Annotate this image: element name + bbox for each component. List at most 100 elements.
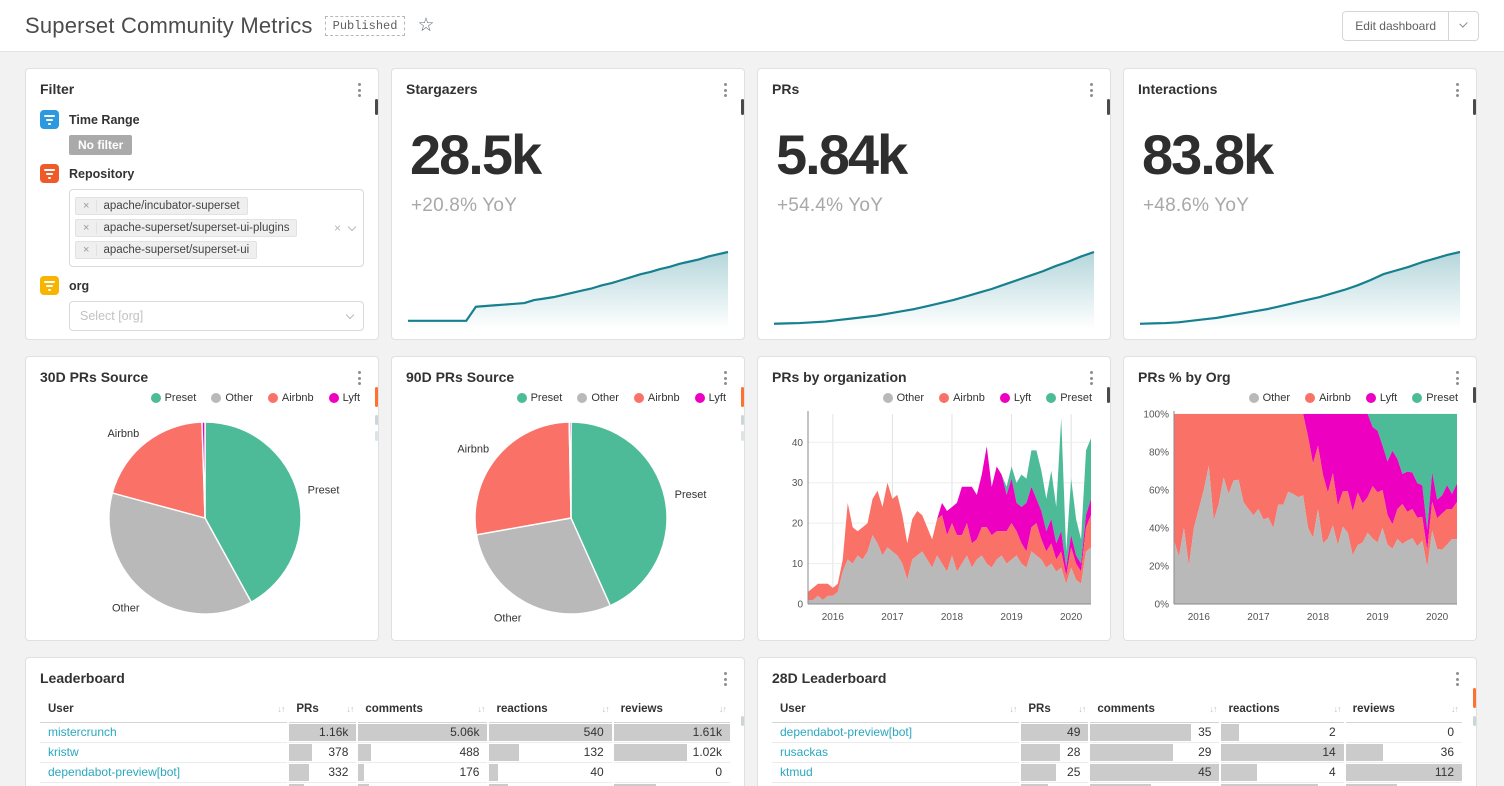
user-link[interactable]: dependabot-preview[bot]	[48, 765, 181, 779]
legend-item-preset[interactable]: Preset	[150, 392, 196, 404]
resize-handle[interactable]	[375, 387, 378, 407]
column-label: User	[780, 702, 806, 715]
chevron-down-icon[interactable]	[347, 222, 357, 231]
card-prs-pct-by-org: PRs % by Org Other Airbnb Lyft Preset 0% 20%…	[1123, 356, 1477, 641]
resize-handle[interactable]	[1107, 99, 1110, 115]
metric-cell: 21	[1088, 782, 1221, 786]
svg-text:Preset: Preset	[675, 489, 707, 501]
kebab-menu-icon[interactable]	[1453, 668, 1462, 690]
legend-dot	[1305, 393, 1316, 403]
resize-handle[interactable]	[741, 99, 744, 115]
user-link[interactable]: rusackas	[780, 745, 829, 759]
column-header-prs[interactable]: PRs ↓↑	[1020, 696, 1090, 723]
metric-cell: 35	[1088, 722, 1221, 743]
metric-cell: 1.16k	[287, 722, 358, 743]
remove-tag-icon[interactable]: ×	[76, 244, 98, 256]
legend-item-lyft[interactable]: Lyft	[328, 392, 360, 404]
resize-handle[interactable]	[1473, 387, 1476, 403]
kebab-menu-icon[interactable]	[1087, 367, 1096, 389]
remove-tag-icon[interactable]: ×	[76, 200, 98, 212]
filter-funnel-icon[interactable]	[40, 164, 59, 183]
column-header-comments[interactable]: comments ↓↑	[357, 696, 489, 723]
repository-multiselect[interactable]: × apache/incubator-superset × apache-supers…	[69, 189, 364, 267]
user-link[interactable]: dependabot-preview[bot]	[780, 725, 913, 739]
cell-bar	[290, 723, 357, 741]
remove-tag-icon[interactable]: ×	[76, 222, 98, 234]
sort-icon: ↓↑	[277, 703, 285, 714]
user-link[interactable]: mistercrunch	[48, 725, 117, 739]
svg-text:60%: 60%	[1149, 486, 1169, 497]
legend-label: Preset	[530, 392, 563, 404]
resize-handle[interactable]	[1473, 99, 1476, 115]
metric-cell: 4	[1219, 762, 1345, 783]
legend-item-airbnb[interactable]: Airbnb	[939, 392, 985, 404]
legend-item-preset[interactable]: Preset	[1046, 392, 1092, 404]
published-badge[interactable]: Published	[324, 15, 406, 36]
column-header-reactions[interactable]: reactions ↓↑	[1220, 696, 1345, 723]
cell-bar	[1346, 783, 1397, 786]
user-link[interactable]: kristw	[48, 745, 79, 759]
legend-item-airbnb[interactable]: Airbnb	[1305, 392, 1351, 404]
card-title-prs-by-organization: PRs by organization	[772, 369, 907, 385]
legend-item-other[interactable]: Other	[577, 392, 619, 404]
legend-item-other[interactable]: Other	[211, 392, 253, 404]
legend-item-preset[interactable]: Preset	[1412, 392, 1458, 404]
column-header-prs[interactable]: PRs ↓↑	[288, 696, 358, 723]
column-header-reviews[interactable]: reviews ↓↑	[1344, 696, 1462, 723]
cell-bar	[1222, 763, 1257, 781]
legend-dot	[882, 393, 893, 403]
legend-item-lyft[interactable]: Lyft	[999, 392, 1031, 404]
favorite-star-icon[interactable]: ☆	[417, 15, 435, 36]
kebab-menu-icon[interactable]	[721, 367, 730, 389]
metric-cell: 540	[487, 722, 613, 743]
svg-text:Preset: Preset	[308, 485, 340, 497]
svg-text:Other: Other	[112, 602, 140, 614]
kebab-menu-icon[interactable]	[1453, 367, 1462, 389]
kebab-menu-icon[interactable]	[1453, 79, 1462, 101]
legend-item-airbnb[interactable]: Airbnb	[267, 392, 314, 404]
cell-bar	[614, 723, 730, 741]
filter-label-org: org	[69, 278, 90, 293]
time-range-chip[interactable]: No filter	[69, 135, 133, 155]
column-header-user[interactable]: User ↓↑	[772, 696, 1021, 723]
card-prs-by-organization: PRs by organization Other Airbnb Lyft Prese…	[757, 356, 1111, 641]
column-header-reviews[interactable]: reviews ↓↑	[612, 696, 730, 723]
column-label: reactions	[496, 702, 548, 715]
legend-dot	[328, 393, 339, 403]
filter-funnel-icon[interactable]	[40, 276, 59, 295]
cell-bar	[359, 723, 488, 741]
kebab-menu-icon[interactable]	[355, 367, 364, 389]
card-title-prs-pct-by-org: PRs % by Org	[1138, 369, 1231, 385]
svg-text:0: 0	[797, 600, 803, 611]
kebab-menu-icon[interactable]	[721, 668, 730, 690]
legend-item-lyft[interactable]: Lyft	[1365, 392, 1397, 404]
legend-item-other[interactable]: Other	[1248, 392, 1290, 404]
column-header-reactions[interactable]: reactions ↓↑	[488, 696, 613, 723]
sort-icon: ↓↑	[1209, 703, 1217, 714]
edit-dashboard-button[interactable]: Edit dashboard	[1342, 10, 1449, 41]
sort-icon: ↓↑	[719, 703, 727, 714]
card-filter: Filter Time Range No filter Repository × apa…	[25, 68, 379, 340]
filter-funnel-icon[interactable]	[40, 110, 59, 129]
user-link[interactable]: ktmud	[780, 765, 813, 779]
org-select[interactable]: Select [org]	[69, 301, 364, 331]
column-header-user[interactable]: User ↓↑	[40, 696, 289, 723]
resize-handle[interactable]	[1107, 387, 1110, 403]
legend-item-other[interactable]: Other	[882, 392, 924, 404]
legend-label: Airbnb	[953, 392, 985, 404]
resize-handle[interactable]	[1473, 688, 1476, 708]
resize-handle[interactable]	[741, 387, 744, 407]
column-header-comments[interactable]: comments ↓↑	[1089, 696, 1221, 723]
legend-item-preset[interactable]: Preset	[516, 392, 563, 404]
dashboard-menu-dropdown-button[interactable]	[1449, 10, 1479, 41]
legend-item-lyft[interactable]: Lyft	[694, 392, 726, 404]
kebab-menu-icon[interactable]	[721, 79, 730, 101]
svg-text:100%: 100%	[1143, 410, 1169, 421]
legend-item-airbnb[interactable]: Airbnb	[633, 392, 680, 404]
svg-text:80%: 80%	[1149, 448, 1169, 459]
resize-handle[interactable]	[375, 99, 378, 115]
clear-select-icon[interactable]: ×	[333, 221, 341, 235]
kebab-menu-icon[interactable]	[355, 79, 364, 101]
cell-bar	[1022, 723, 1089, 741]
kebab-menu-icon[interactable]	[1087, 79, 1096, 101]
